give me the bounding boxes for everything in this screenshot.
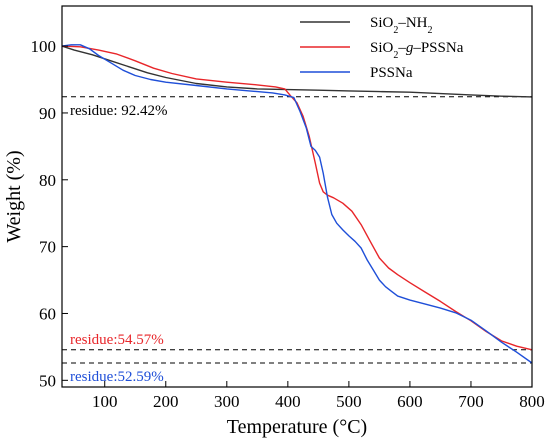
legend-text-part: 2 <box>393 50 398 61</box>
residue-label: residue:52.59% <box>70 369 164 385</box>
legend-text-part: 2 <box>428 25 433 36</box>
x-tick-label: 400 <box>275 392 301 411</box>
y-axis-label: Weight (%) <box>3 150 25 242</box>
series-line <box>61 44 533 364</box>
x-tick-label: 700 <box>458 392 484 411</box>
plot-frame <box>61 5 533 388</box>
y-tick-label: 100 <box>31 37 57 56</box>
series-layer <box>61 44 533 364</box>
x-tick-label: 500 <box>336 392 362 411</box>
y-tick-label: 50 <box>39 371 56 390</box>
x-tick-label: 200 <box>153 392 179 411</box>
series-line <box>61 45 533 98</box>
reference-lines: residue: 92.42% residue:54.57% residue:52.… <box>62 96 532 385</box>
legend-text-part: SiO <box>370 15 394 31</box>
residue-label: residue:54.57% <box>70 332 164 348</box>
x-tick-label: 100 <box>92 392 118 411</box>
series-line <box>61 45 533 351</box>
axes: 100 200 300 400 500 600 700 800 50 60 70 80 90 100 <box>31 37 545 411</box>
legend-entry: SiO2–NH2 <box>370 15 433 36</box>
legend-text-part: –PSSNa <box>412 40 463 56</box>
legend-text-part: 2 <box>393 25 398 36</box>
legend-text-part: – <box>397 40 406 56</box>
x-axis-label: Temperature (°C) <box>227 416 367 438</box>
legend-entry: SiO2–g–PSSNa <box>370 40 464 61</box>
y-tick-label: 70 <box>39 238 56 257</box>
x-tick-label: 800 <box>519 392 545 411</box>
legend-text-part: g <box>406 40 414 56</box>
legend-text-part: PSSNa <box>370 65 413 81</box>
legend-entry: PSSNa <box>370 65 413 81</box>
residue-label: residue: 92.42% <box>70 103 167 119</box>
y-tick-label: 80 <box>39 171 56 190</box>
legend-text-part: –NH <box>397 15 427 31</box>
y-tick-label: 60 <box>39 304 56 323</box>
x-tick-label: 300 <box>214 392 240 411</box>
x-tick-label: 600 <box>397 392 423 411</box>
y-tick-label: 90 <box>39 104 56 123</box>
legend-text-part: SiO <box>370 40 394 56</box>
